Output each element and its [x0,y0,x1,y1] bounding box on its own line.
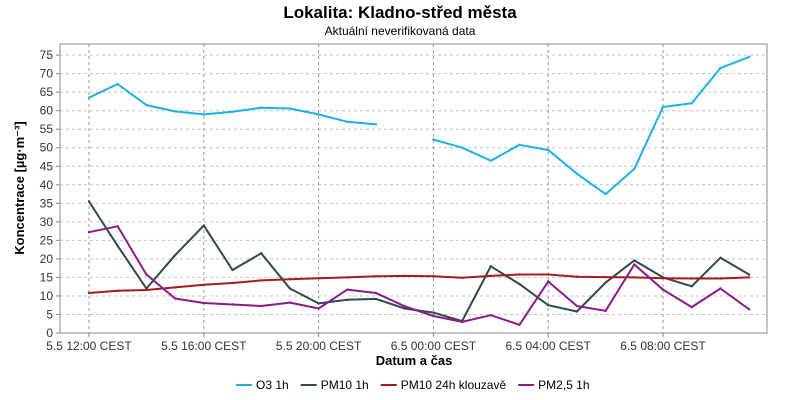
y-tick-label: 30 [40,215,54,229]
y-tick-label: 45 [40,159,54,173]
x-tick-label: 5.5 20:00 CEST [276,339,362,353]
y-tick-label: 75 [40,48,54,62]
legend-item: O3 1h [236,378,289,392]
legend-label: PM2,5 1h [538,378,589,392]
y-tick-label: 15 [40,270,54,284]
x-tick-label: 6.5 00:00 CEST [391,339,477,353]
y-axis-ticks: 0 5 10 15 20 25 30 35 40 45 50 55 60 65 70 75 [40,48,60,340]
series-2 [87,273,751,295]
legend-item: PM10 1h [300,378,369,392]
x-tick-label: 6.5 08:00 CEST [620,339,706,353]
x-tick-label: 5.5 16:00 CEST [161,339,247,353]
y-tick-label: 40 [40,178,54,192]
x-tick-label: 6.5 04:00 CEST [506,339,592,353]
x-axis-label: Datum a čas [376,353,453,368]
legend: O3 1h PM10 1h PM10 24h klouzavě PM2,5 1h [236,378,590,392]
series-line [433,56,750,196]
y-axis-label: Koncentrace [µg·m⁻³] [12,121,27,255]
x-axis-ticks: 5.5 12:00 CEST 5.5 16:00 CEST 5.5 20:00 CE… [46,333,706,353]
series-0 [87,55,751,196]
series-line [88,225,750,326]
y-tick-label: 5 [46,307,53,321]
y-tick-label: 60 [40,104,54,118]
y-tick-label: 65 [40,85,54,99]
y-tick-label: 0 [46,326,53,340]
x-tick-label: 5.5 12:00 CEST [46,339,132,353]
legend-item: PM2,5 1h [518,378,590,392]
series-3 [87,225,751,326]
y-tick-label: 35 [40,196,54,210]
chart-subtitle: Aktuální neverifikovaná data [325,24,476,38]
legend-label: PM10 24h klouzavě [401,378,507,392]
legend-label: O3 1h [256,378,289,392]
y-tick-label: 70 [40,67,54,81]
y-tick-label: 25 [40,233,54,247]
series-line [88,273,750,294]
y-tick-label: 10 [40,289,54,303]
y-tick-label: 55 [40,122,54,136]
series-lines [87,55,751,326]
chart-title: Lokalita: Kladno-střed města [283,3,517,22]
legend-label: PM10 1h [321,378,369,392]
legend-item: PM10 24h klouzavě [380,378,507,392]
series-line [88,83,377,126]
y-tick-label: 50 [40,141,54,155]
y-tick-label: 20 [40,252,54,266]
